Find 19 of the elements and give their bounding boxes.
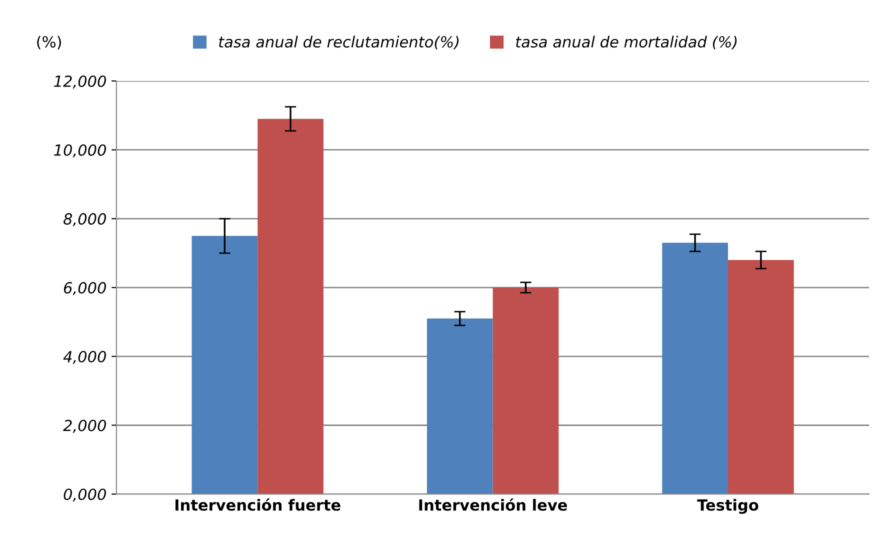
y-tick-label: 10,000 — [54, 144, 106, 158]
x-tick-label: Intervención leve — [419, 498, 567, 511]
x-tick-label: Intervención fuerte — [175, 498, 340, 511]
y-tick-label: 8,000 — [64, 213, 106, 226]
y-tick-label: 6,000 — [64, 282, 106, 296]
y-tick-label: 2,000 — [63, 420, 106, 433]
bar — [192, 236, 258, 494]
legend-label: tasa anual de mortalidad (%) — [516, 36, 737, 50]
y-axis-title: (%) — [37, 36, 61, 50]
legend-label: tasa anual de reclutamiento(%) — [219, 36, 459, 50]
bar — [258, 118, 324, 494]
bar — [662, 242, 728, 494]
bar — [426, 318, 493, 494]
bar — [728, 260, 794, 494]
bar — [492, 288, 559, 494]
x-tick-label: Testigo — [697, 498, 758, 514]
y-tick-label: 12,000 — [54, 75, 106, 89]
y-tick-label: 4,000 — [63, 350, 106, 364]
y-tick-label: 0,000 — [64, 488, 106, 502]
